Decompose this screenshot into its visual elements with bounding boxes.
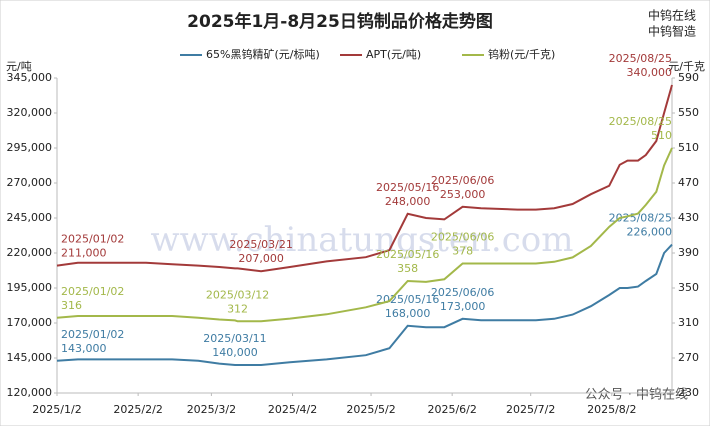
annotation-date: 2025/03/21 <box>229 238 292 251</box>
watermark: www.chinatungsten.com <box>151 220 574 260</box>
x-tick-label: 2025/2/2 <box>113 403 162 416</box>
y2-tick-label: 270 <box>678 351 699 364</box>
annotation-value: 248,000 <box>385 195 431 208</box>
y-axis-label: 元/吨 <box>6 60 32 73</box>
y2-tick-label: 230 <box>678 386 699 399</box>
y-tick-label: 195,000 <box>7 281 53 294</box>
annotation-date: 2025/06/06 <box>431 286 494 299</box>
y2-tick-label: 310 <box>678 316 699 329</box>
series-line <box>56 243 673 366</box>
annotation-date: 2025/05/16 <box>376 293 439 306</box>
annotation-value: 378 <box>452 245 473 258</box>
annotation-value: 510 <box>651 129 672 142</box>
y2-tick-label: 590 <box>678 71 699 84</box>
annotation-date: 2025/06/06 <box>431 174 494 187</box>
annotation-date: 2025/01/02 <box>61 233 124 246</box>
annotation-date: 2025/01/02 <box>61 328 124 341</box>
y2-tick-label: 470 <box>678 176 699 189</box>
y-tick-label: 120,000 <box>7 386 53 399</box>
annotation-date: 2025/05/16 <box>376 181 439 194</box>
y2-tick-label: 430 <box>678 211 699 224</box>
x-tick-label: 2025/6/2 <box>427 403 476 416</box>
annotation-value: 316 <box>61 299 82 312</box>
annotation-value: 253,000 <box>440 188 486 201</box>
y-tick-label: 295,000 <box>7 141 53 154</box>
y2-axis-label: 元/千克 <box>668 60 705 73</box>
series-line <box>56 147 673 323</box>
annotation-date: 2025/05/16 <box>376 248 439 261</box>
x-tick-label: 2025/8/2 <box>587 403 636 416</box>
y-tick-label: 145,000 <box>7 351 53 364</box>
y-tick-label: 245,000 <box>7 211 53 224</box>
annotation-value: 173,000 <box>440 300 486 313</box>
brand: 中钨在线 <box>648 8 696 23</box>
legend-label: 65%黑钨精矿(元/标吨) <box>206 47 320 61</box>
x-tick-label: 2025/1/2 <box>32 403 81 416</box>
legend-label: 钨粉(元/千克) <box>488 48 555 61</box>
y-tick-label: 270,000 <box>7 176 53 189</box>
chart-title: 2025年1月-8月25日钨制品价格走势图 <box>187 11 493 32</box>
annotation-date: 2025/03/12 <box>206 288 269 301</box>
annotation-date: 2025/06/06 <box>431 231 494 244</box>
annotation-date: 2025/08/25 <box>609 115 672 128</box>
y2-tick-label: 350 <box>678 281 699 294</box>
annotation-value: 358 <box>397 262 418 275</box>
annotation-value: 143,000 <box>61 342 107 355</box>
y2-tick-label: 510 <box>678 141 699 154</box>
brand: 中钨智造 <box>648 24 696 39</box>
annotation-date: 2025/08/25 <box>609 52 672 65</box>
series-line <box>56 84 673 273</box>
annotation-value: 168,000 <box>385 307 431 320</box>
y-tick-label: 345,000 <box>7 71 53 84</box>
x-tick-label: 2025/4/2 <box>268 403 317 416</box>
annotation-value: 207,000 <box>238 252 284 265</box>
y-tick-label: 320,000 <box>7 106 53 119</box>
annotation-value: 140,000 <box>212 346 258 359</box>
y2-tick-label: 550 <box>678 106 699 119</box>
y-tick-label: 170,000 <box>7 316 53 329</box>
annotation-value: 226,000 <box>627 226 673 239</box>
annotation-value: 312 <box>227 302 248 315</box>
x-tick-label: 2025/5/2 <box>346 403 395 416</box>
annotation-date: 2025/03/11 <box>203 332 266 345</box>
x-tick-label: 2025/3/2 <box>187 403 236 416</box>
annotation-date: 2025/01/02 <box>61 285 124 298</box>
x-tick-label: 2025/7/2 <box>506 403 555 416</box>
y-tick-label: 220,000 <box>7 246 53 259</box>
footer-note: 公众号 · 中钨在线 <box>585 387 688 403</box>
annotation-value: 211,000 <box>61 247 107 260</box>
y2-tick-label: 390 <box>678 246 699 259</box>
annotation-date: 2025/08/25 <box>609 212 672 225</box>
annotation-value: 340,000 <box>627 66 673 79</box>
legend-label: APT(元/吨) <box>366 48 421 61</box>
